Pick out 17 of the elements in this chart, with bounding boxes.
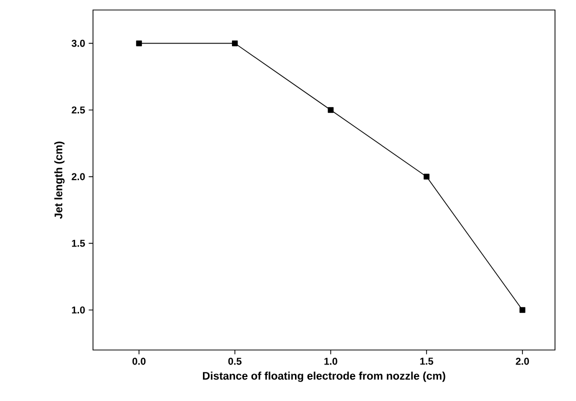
y-tick-label: 3.0 <box>72 40 85 47</box>
x-tick-label: 0.5 <box>228 358 242 365</box>
y-tick-label: 1.0 <box>72 306 85 314</box>
x-tick-label: 0.0 <box>132 358 146 365</box>
point <box>424 174 430 180</box>
point <box>328 107 334 113</box>
y-tick-label: 2.5 <box>72 106 85 114</box>
y-tick-label: 1.5 <box>72 240 85 247</box>
y-axis-title: Jet length (cm) <box>54 142 65 219</box>
point <box>136 40 142 46</box>
point <box>232 40 238 46</box>
point <box>520 307 526 313</box>
x-tick-label: 2.0 <box>516 358 529 365</box>
x-tick-label: 1.5 <box>420 358 434 365</box>
y-tick-label: 2.0 <box>72 173 85 180</box>
x-axis-title: Distance of floating electrode from nozzle (cm) <box>202 372 446 382</box>
x-tick-label: 1.0 <box>324 358 338 365</box>
